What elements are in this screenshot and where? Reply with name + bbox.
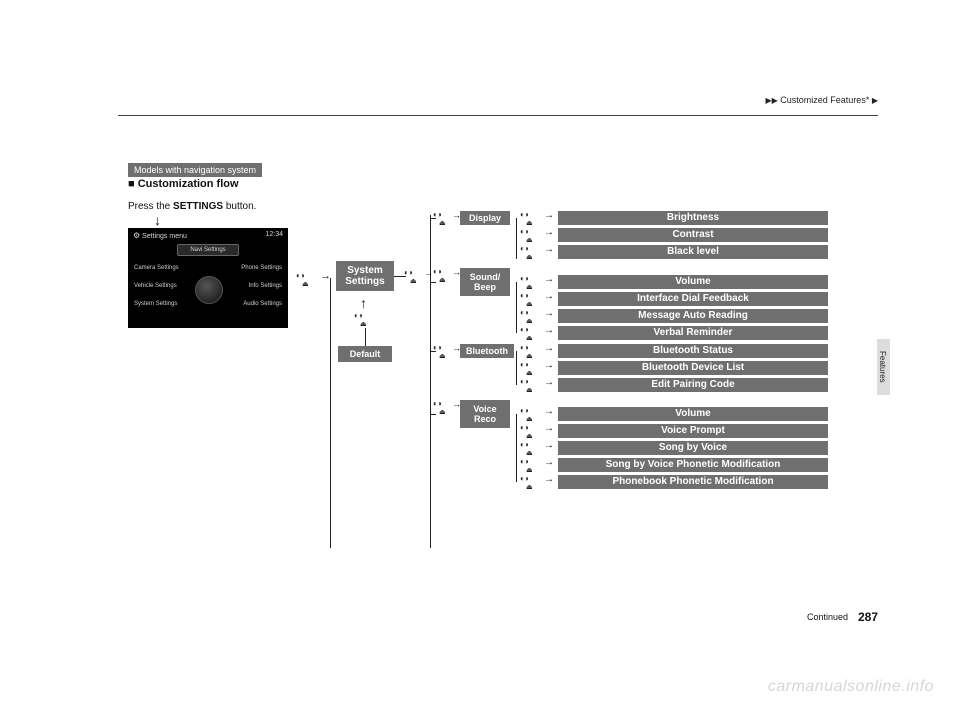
knob-icon: ◐◑⏏	[520, 441, 542, 455]
arrow-right-icon: →	[544, 210, 554, 221]
header-rule	[118, 115, 878, 116]
watermark: carmanualsonline.info	[768, 678, 934, 696]
arrow-right-icon: →	[544, 377, 554, 388]
knob-icon: ◐◑⏏	[296, 272, 318, 286]
opt-system: System Settings	[134, 301, 177, 307]
header-title: Customized Features	[780, 95, 866, 105]
bar-verbal: Verbal Reminder	[558, 326, 828, 340]
connector-line	[430, 414, 436, 415]
page-number: 287	[858, 610, 878, 624]
bar-song-voice: Song by Voice	[558, 441, 828, 455]
connector-line	[330, 278, 331, 548]
arrow-right-icon: →	[544, 343, 554, 354]
knob-icon: ◐◑⏏	[520, 361, 542, 375]
bar-edit-pair: Edit Pairing Code	[558, 378, 828, 392]
bar-brightness: Brightness	[558, 211, 828, 225]
arrow-right-icon: →	[424, 268, 433, 278]
node-sound-beep: Sound/ Beep	[460, 268, 510, 296]
sub-heading-text: Customization flow	[138, 178, 239, 190]
connector-line	[516, 414, 517, 482]
opt-vehicle: Vehicle Settings	[134, 283, 177, 289]
knob-icon: ◐◑⏏	[520, 245, 542, 259]
knob-icon: ◐◑⏏	[520, 407, 542, 421]
node-default: Default	[338, 346, 392, 362]
bar-volume-2: Volume	[558, 407, 828, 421]
node-display: Display	[460, 211, 510, 225]
arrow-right-icon: →	[544, 423, 554, 434]
node-system-settings: System Settings	[336, 261, 394, 291]
chevron-icon: ▶	[872, 96, 878, 105]
bar-bt-status: Bluetooth Status	[558, 344, 828, 358]
arrow-right-icon: →	[544, 440, 554, 451]
device-screen: ⚙ Settings menu 12:34 Navi Settings Came…	[128, 228, 288, 328]
connector-line	[430, 282, 436, 283]
press-instruction: Press the SETTINGS button.	[128, 201, 256, 212]
bar-interface-dial: Interface Dial Feedback	[558, 292, 828, 306]
continued-label: Continued	[807, 612, 848, 622]
sub-heading: ■ Customization flow	[128, 178, 239, 190]
connector-line	[516, 218, 517, 259]
header-breadcrumb: ▶▶ Customized Features* ▶	[765, 95, 878, 105]
arrow-right-icon: →	[544, 406, 554, 417]
connector-line	[516, 282, 517, 333]
nav-settings-button: Navi Settings	[177, 244, 239, 256]
knob-icon: ◐◑⏏	[520, 424, 542, 438]
knob-icon: ◐◑⏏	[520, 275, 542, 289]
arrow-right-icon: →	[544, 457, 554, 468]
gear-icon: ⚙	[133, 231, 140, 240]
screen-grid: Camera Settings Phone Settings Vehicle S…	[128, 261, 288, 316]
screen-title: ⚙ Settings menu	[133, 231, 187, 240]
arrow-right-icon: →	[544, 474, 554, 485]
arrow-right-icon: →	[544, 325, 554, 336]
knob-icon: ◐◑⏏	[520, 344, 542, 358]
bar-voice-prompt: Voice Prompt	[558, 424, 828, 438]
arrow-right-icon: →	[544, 227, 554, 238]
side-tab-label: Features	[878, 351, 887, 383]
bar-volume-1: Volume	[558, 275, 828, 289]
bar-contrast: Contrast	[558, 228, 828, 242]
knob-icon: ◐◑⏏	[354, 312, 376, 326]
knob-icon: ◐◑⏏	[520, 228, 542, 242]
bar-black-level: Black level	[558, 245, 828, 259]
knob-icon: ◐◑⏏	[520, 475, 542, 489]
bar-message-auto: Message Auto Reading	[558, 309, 828, 323]
bar-phonebook: Phonebook Phonetic Modification	[558, 475, 828, 489]
chevron-icon: ▶▶	[765, 96, 777, 105]
connector-line	[430, 215, 431, 548]
down-arrow-icon: ↓	[154, 212, 161, 228]
connector-line	[516, 351, 517, 385]
connector-line	[365, 328, 366, 346]
screen-clock: 12:34	[265, 231, 283, 240]
bar-bt-list: Bluetooth Device List	[558, 361, 828, 375]
manual-page: ▶▶ Customized Features* ▶ Models with na…	[0, 0, 960, 722]
opt-info: Info Settings	[249, 283, 282, 289]
dial-icon	[195, 276, 223, 304]
knob-icon: ◐◑⏏	[404, 269, 426, 283]
knob-icon: ◐◑⏏	[520, 292, 542, 306]
arrow-right-icon: →	[544, 244, 554, 255]
arrow-right-icon: →	[544, 360, 554, 371]
arrow-right-icon: →	[544, 308, 554, 319]
square-bullet-icon: ■	[128, 178, 135, 190]
up-arrow-icon: ↑	[360, 295, 367, 311]
opt-camera: Camera Settings	[134, 265, 179, 271]
node-bluetooth: Bluetooth	[460, 344, 514, 358]
bar-song-phonetic: Song by Voice Phonetic Modification	[558, 458, 828, 472]
opt-phone: Phone Settings	[241, 265, 282, 271]
knob-icon: ◐◑⏏	[520, 211, 542, 225]
screen-topbar: ⚙ Settings menu 12:34	[128, 228, 288, 241]
knob-icon: ◐◑⏏	[520, 326, 542, 340]
knob-icon: ◐◑⏏	[520, 378, 542, 392]
arrow-right-icon: →	[544, 274, 554, 285]
knob-icon: ◐◑⏏	[520, 309, 542, 323]
node-voice-reco: Voice Reco	[460, 400, 510, 428]
model-tag: Models with navigation system	[128, 163, 262, 177]
arrow-right-icon: →	[544, 291, 554, 302]
opt-audio: Audio Settings	[243, 301, 282, 307]
knob-icon: ◐◑⏏	[520, 458, 542, 472]
